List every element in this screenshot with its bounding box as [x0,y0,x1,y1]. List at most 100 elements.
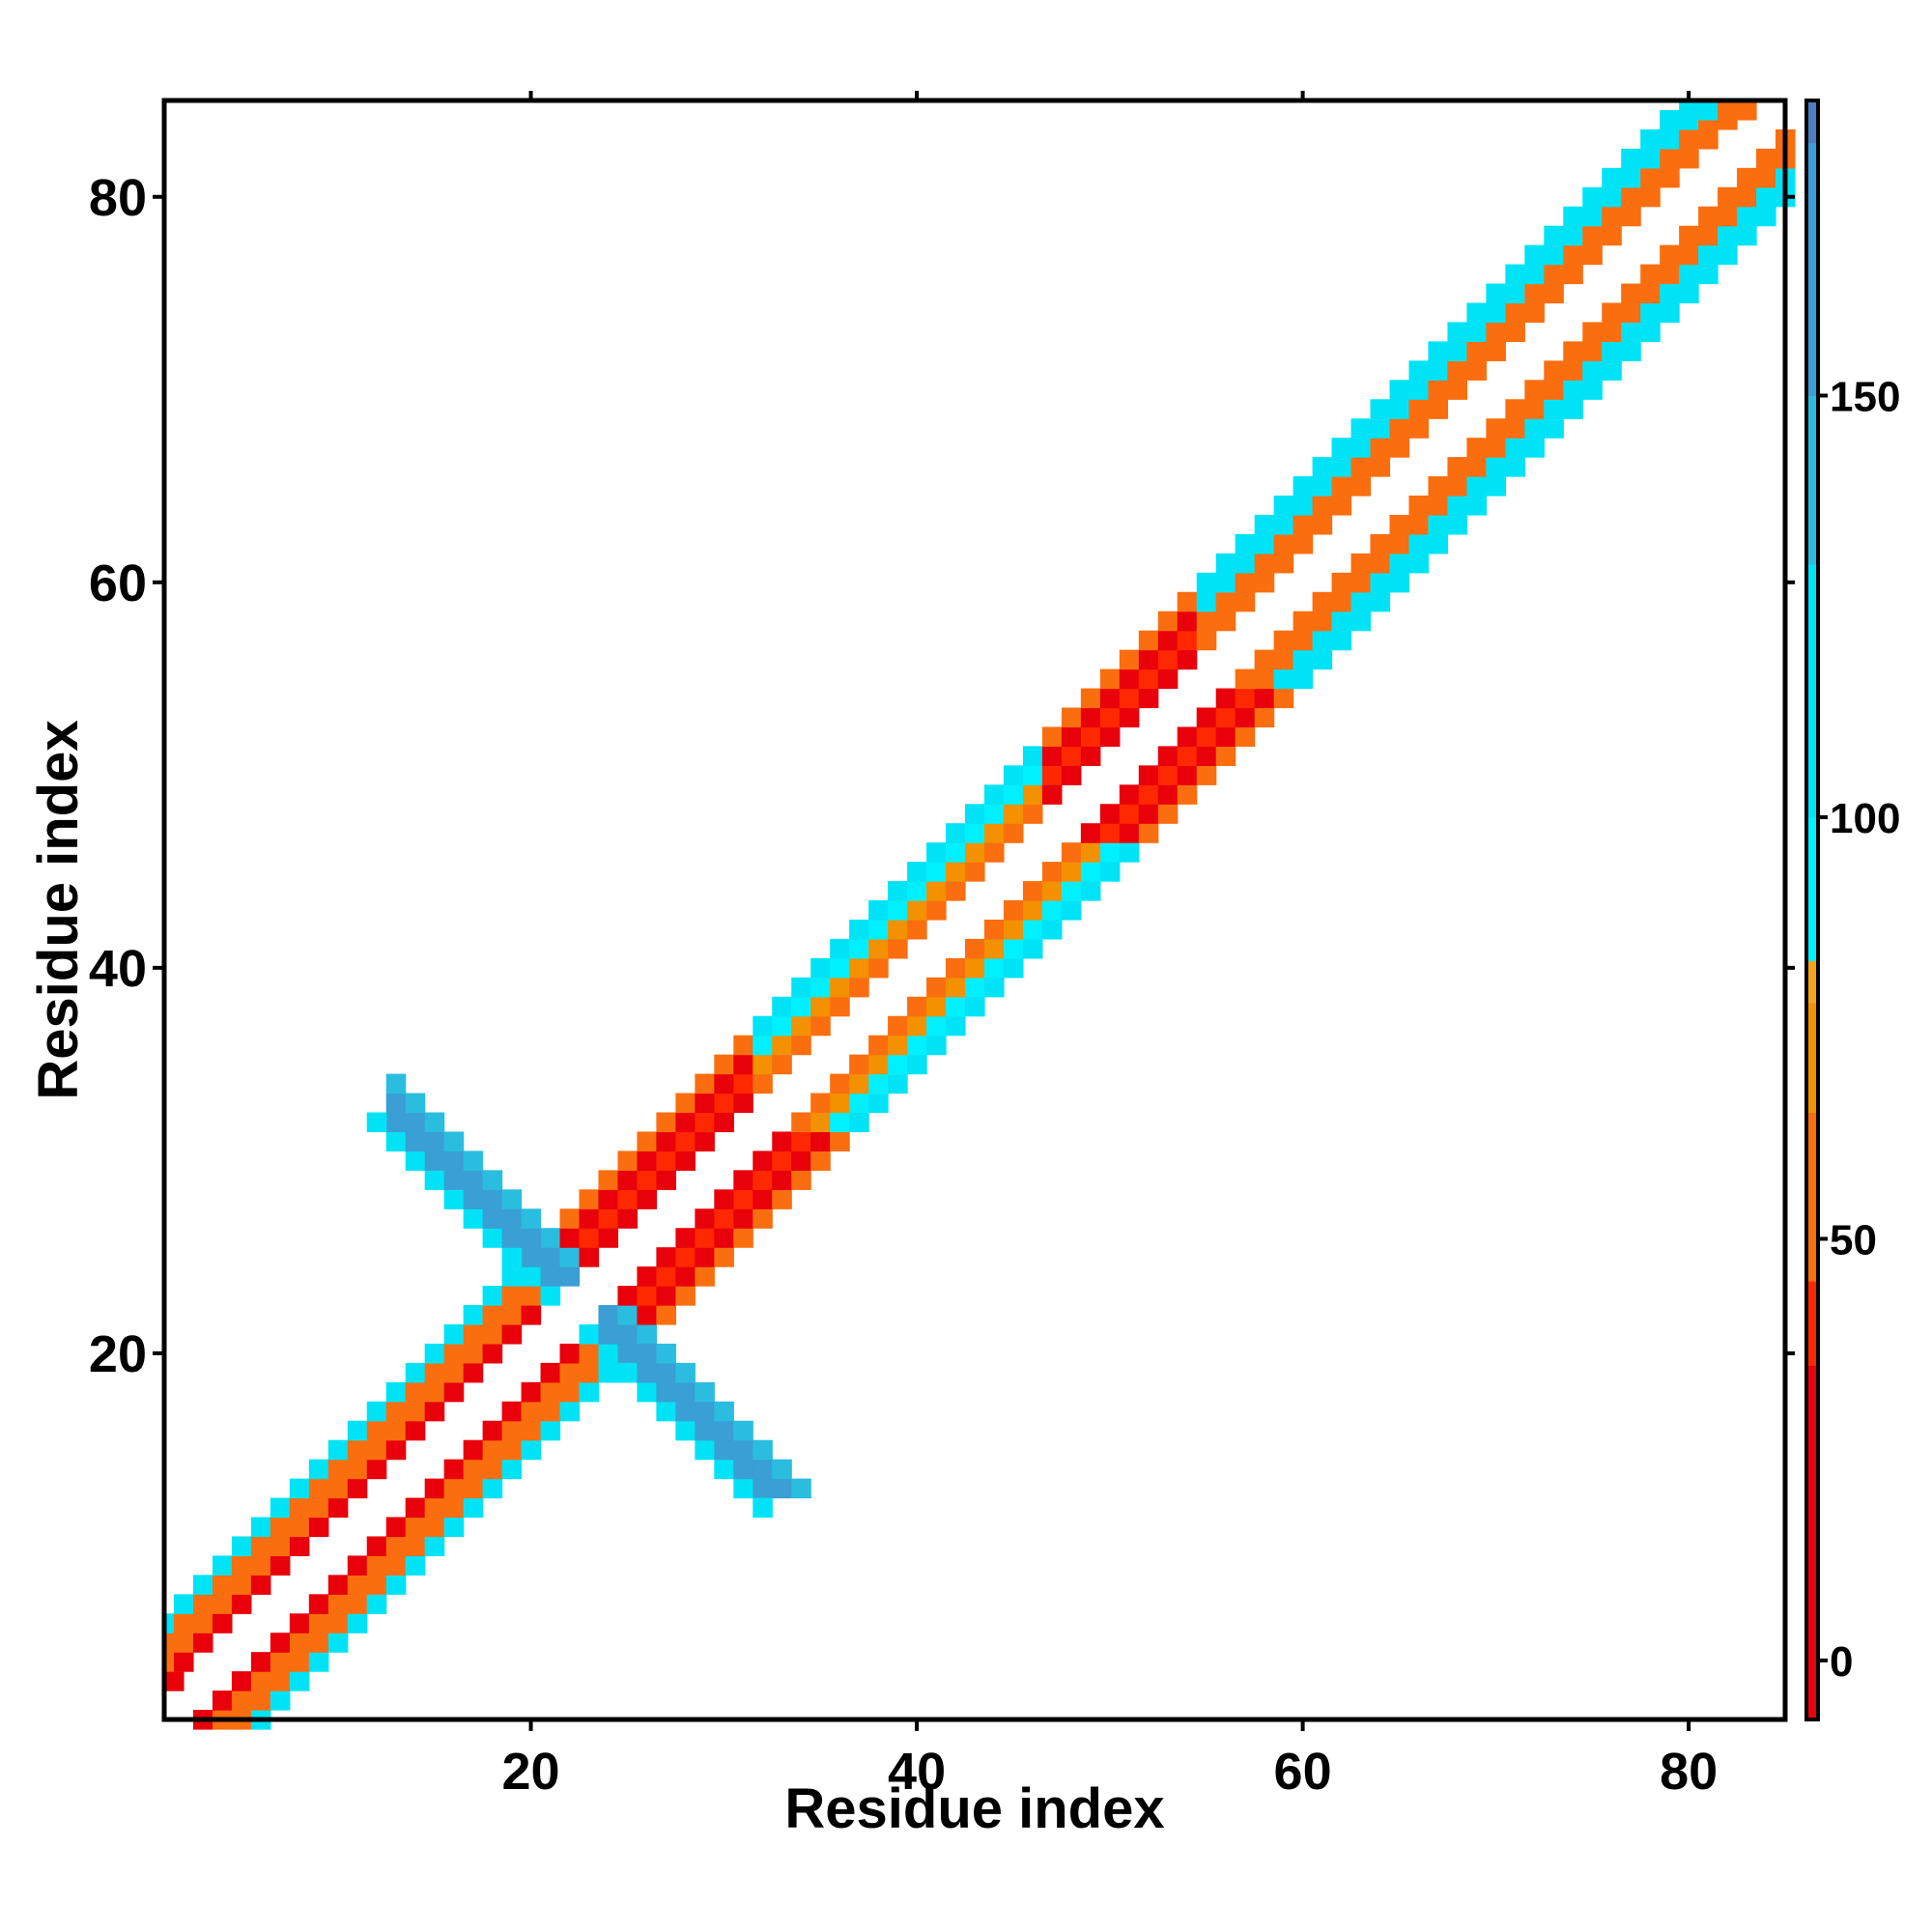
heatmap-cell [637,1343,657,1364]
heatmap-cell [598,1189,619,1209]
heatmap-cell [1235,591,1256,612]
x-tick-label: 20 [502,1743,560,1801]
heatmap-cell [1003,957,1024,979]
heatmap-cell [1486,341,1506,361]
heatmap-cell [1660,264,1680,285]
heatmap-cell [1138,765,1159,785]
heatmap-cell [501,1266,523,1287]
heatmap-cell [1099,707,1121,728]
heatmap-cell [1138,804,1159,824]
heatmap-cell [1370,591,1391,612]
heatmap-cell [637,1323,657,1345]
colorbar-segment [1806,1365,1818,1720]
heatmap-cell [1080,746,1101,766]
heatmap-cell [1003,784,1024,805]
heatmap-cell [830,977,850,998]
heatmap-cell [424,1151,445,1171]
heatmap-cell [1235,726,1256,748]
heatmap-cell [212,1575,233,1595]
heatmap-cell [1408,380,1430,400]
heatmap-cell [1312,476,1333,497]
heatmap-cell [1563,341,1583,361]
heatmap-cell [443,1323,465,1345]
heatmap-cell [983,823,1005,843]
heatmap-cell [270,1497,291,1519]
heatmap-cell [385,1555,407,1576]
heatmap-cell [1563,380,1583,400]
heatmap-cell [1428,514,1449,535]
heatmap-cell [1408,514,1430,535]
heatmap-cell [1293,668,1314,690]
heatmap-cell [637,1170,657,1190]
heatmap-cell [1602,341,1622,361]
heatmap-cell [501,1286,523,1306]
heatmap-cell [443,1151,465,1171]
heatmap-cell [675,1266,696,1287]
heatmap-cell [830,1073,850,1094]
heatmap-cell [733,1208,753,1229]
heatmap-cell [1022,919,1043,940]
heatmap-cell [656,1401,676,1422]
heatmap-cell [1563,225,1583,246]
heatmap-cell [1389,438,1410,458]
heatmap-cell [1003,900,1024,921]
heatmap-cell [173,1652,194,1672]
heatmap-cell [1080,688,1101,709]
heatmap-cell [1486,418,1506,439]
heatmap-cell [1756,186,1776,208]
heatmap-cell [521,1305,542,1325]
heatmap-cell [868,1093,889,1114]
heatmap-cell [1273,533,1294,554]
heatmap-cell [907,1054,927,1075]
heatmap-cell [1022,765,1043,785]
heatmap-cell [1582,360,1603,381]
heatmap-cell [1003,823,1024,843]
y-axis-title: Residue index [27,720,90,1099]
heatmap-cell [1524,380,1545,400]
heatmap-cell [1524,264,1545,285]
heatmap-cell [405,1362,426,1383]
heatmap-cell [1582,186,1603,208]
heatmap-cell [1138,688,1159,709]
heatmap-cell [327,1459,349,1480]
heatmap-cell [231,1690,252,1711]
heatmap-cell [347,1594,368,1614]
heatmap-cell [1582,206,1603,227]
heatmap-cell [983,938,1005,959]
heatmap-cell [540,1228,561,1248]
heatmap-cell [791,996,811,1017]
heatmap-cell [656,1247,676,1267]
heatmap-cell [888,1015,908,1037]
heatmap-cell [791,1170,811,1190]
heatmap-cell [405,1536,426,1557]
heatmap-cell [733,1035,753,1056]
heatmap-cell [1640,167,1661,188]
heatmap-cell [1621,167,1641,188]
heatmap-cell [637,1362,657,1383]
heatmap-cell [695,1381,715,1403]
heatmap-cell [559,1266,581,1287]
heatmap-cell [1080,842,1101,863]
heatmap-cell [579,1247,600,1267]
heatmap-cell [695,1266,715,1287]
heatmap-cell [1061,842,1082,863]
heatmap-cell [231,1671,252,1691]
heatmap-cell [1408,553,1430,574]
colorbar-tick-label: 150 [1830,374,1900,421]
heatmap-cell [849,1054,869,1075]
heatmap-cell [501,1439,523,1461]
heatmap-cell [1215,591,1236,612]
heatmap-cell [1196,765,1217,785]
heatmap-cell [1331,572,1352,593]
heatmap-cell [1293,649,1314,670]
y-tick-label: 80 [89,169,147,227]
heatmap-cell [501,1401,523,1422]
heatmap-cell [521,1381,542,1403]
heatmap-cell [1698,206,1719,227]
heatmap-cell [1138,668,1159,690]
heatmap-cell [753,1054,773,1075]
heatmap-cell [1041,746,1063,766]
heatmap-cell [1660,167,1680,188]
heatmap-cell [965,823,985,843]
heatmap-cell [714,1112,734,1133]
